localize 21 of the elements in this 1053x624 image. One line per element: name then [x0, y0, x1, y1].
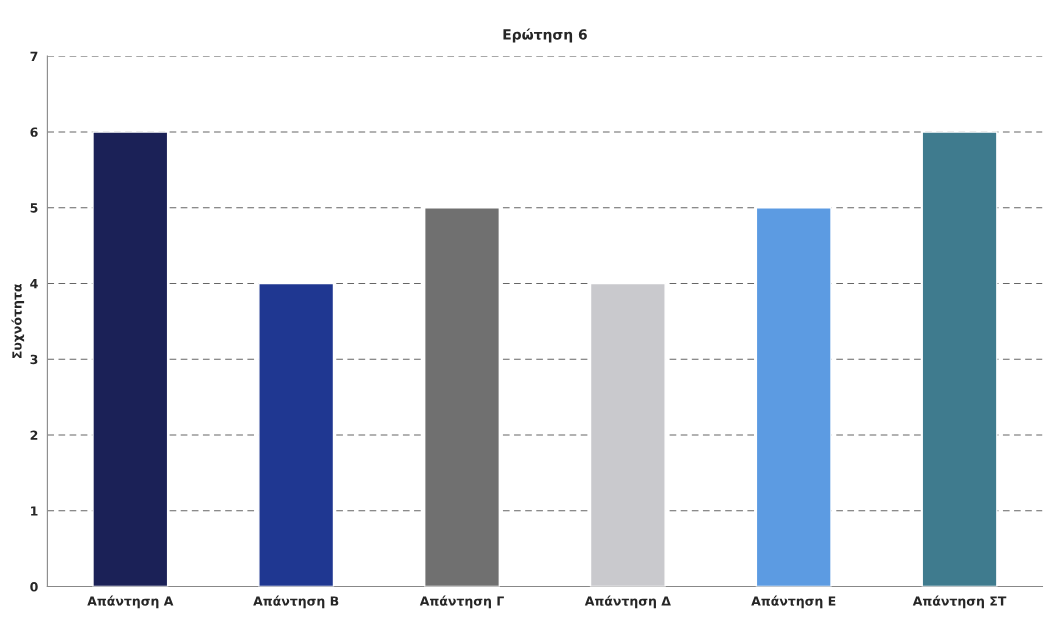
y-tick-label: 6: [30, 127, 38, 137]
y-tick-label: 2: [30, 430, 38, 440]
y-axis-title: Συχνότητα: [11, 284, 25, 358]
y-tick-label: 4: [30, 279, 38, 289]
chart-title: Ερώτηση 6: [503, 28, 587, 43]
y-tick-label: 7: [30, 51, 38, 61]
y-tick-label: 3: [30, 354, 38, 365]
bar: [92, 131, 169, 587]
x-tick-label: Απάντηση Δ: [584, 595, 671, 609]
x-tick-label: Απάντηση Β: [253, 595, 339, 609]
x-tick-label: Απάντηση ΣΤ: [912, 595, 1007, 609]
y-tick-label: 5: [30, 203, 38, 213]
bar: [755, 207, 832, 587]
bar: [258, 282, 335, 587]
y-tick-label: 0: [30, 582, 38, 592]
y-tick-label: 1: [31, 506, 38, 516]
x-tick-label: Απάντηση Ε: [751, 595, 836, 609]
x-tick-label: Απάντηση Α: [87, 595, 174, 609]
x-tick-label: Απάντηση Γ: [419, 595, 504, 609]
bar: [921, 131, 998, 587]
bar: [589, 282, 666, 587]
